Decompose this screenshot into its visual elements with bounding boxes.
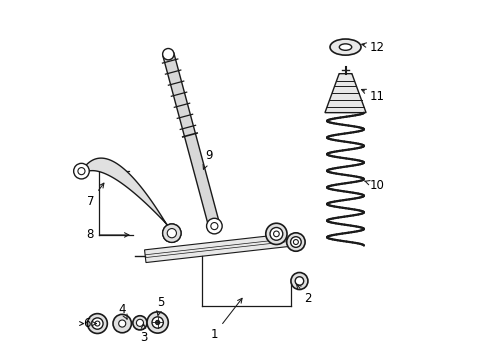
- Circle shape: [273, 231, 279, 237]
- Text: 10: 10: [364, 179, 384, 192]
- Circle shape: [206, 218, 222, 234]
- Circle shape: [269, 228, 282, 240]
- Circle shape: [133, 316, 147, 330]
- Text: 8: 8: [86, 229, 129, 242]
- Polygon shape: [144, 234, 287, 262]
- Text: 3: 3: [140, 324, 147, 344]
- Circle shape: [113, 314, 131, 333]
- Circle shape: [295, 277, 303, 285]
- Circle shape: [87, 314, 107, 333]
- Text: 11: 11: [361, 89, 384, 103]
- Circle shape: [167, 229, 176, 238]
- Circle shape: [210, 222, 218, 230]
- Text: 6: 6: [83, 317, 96, 330]
- Circle shape: [293, 239, 298, 244]
- Ellipse shape: [339, 44, 351, 50]
- Circle shape: [163, 224, 181, 242]
- Text: 4: 4: [118, 303, 127, 319]
- Circle shape: [119, 320, 125, 327]
- Circle shape: [286, 233, 305, 251]
- Circle shape: [92, 318, 103, 329]
- Circle shape: [152, 317, 163, 328]
- Circle shape: [167, 229, 176, 238]
- Circle shape: [163, 224, 181, 242]
- Circle shape: [290, 273, 307, 289]
- Polygon shape: [325, 74, 366, 113]
- Circle shape: [265, 223, 286, 244]
- Circle shape: [136, 319, 143, 327]
- Text: 7: 7: [86, 183, 103, 208]
- Polygon shape: [136, 316, 143, 329]
- Circle shape: [155, 320, 160, 325]
- Text: 12: 12: [361, 41, 384, 54]
- Text: 9: 9: [203, 149, 212, 169]
- Ellipse shape: [329, 39, 360, 55]
- Circle shape: [74, 163, 89, 179]
- Ellipse shape: [165, 226, 178, 240]
- Polygon shape: [81, 158, 171, 233]
- Polygon shape: [163, 53, 220, 228]
- Circle shape: [163, 49, 174, 60]
- Circle shape: [290, 237, 301, 247]
- Circle shape: [95, 321, 100, 326]
- Text: 1: 1: [210, 298, 242, 341]
- Text: 5: 5: [157, 296, 164, 315]
- Circle shape: [147, 312, 168, 333]
- Circle shape: [78, 168, 85, 175]
- Text: 2: 2: [296, 284, 311, 305]
